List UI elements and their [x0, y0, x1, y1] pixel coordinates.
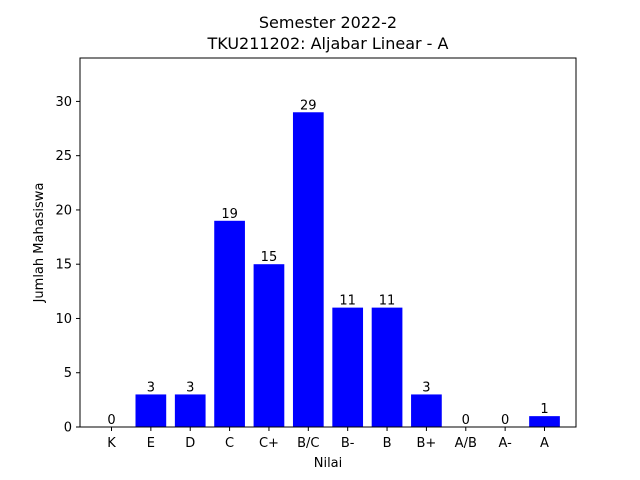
y-tick-label: 10: [55, 312, 72, 327]
bar: [135, 394, 167, 427]
x-tick-label: E: [147, 436, 155, 451]
bar-value-label: 0: [107, 413, 115, 428]
x-tick-label: B/C: [297, 436, 319, 451]
bar: [214, 220, 245, 427]
y-tick-label: 25: [55, 149, 72, 164]
bar-value-label: 11: [379, 294, 396, 309]
x-tick-label: B-: [341, 436, 355, 451]
bar-value-label: 11: [339, 294, 356, 309]
bar-value-label: 0: [501, 413, 509, 428]
y-tick-label: 20: [55, 203, 72, 218]
bar-value-label: 15: [261, 250, 278, 265]
x-tick-label: K: [107, 436, 116, 451]
x-tick-label: B: [383, 436, 392, 451]
bar: [292, 112, 324, 427]
chart-subtitle: TKU211202: Aljabar Linear - A: [207, 34, 449, 53]
bar-value-label: 19: [221, 207, 238, 222]
bar: [174, 394, 206, 427]
bar: [253, 264, 285, 427]
plot-area: 0 K 3 E 3 D 19 C 15 C+ 29 B/C 11 B- 11 B 3 B+ 0 A/B 0 A- 1 A 0 5 1…: [55, 57, 577, 451]
bar: [332, 307, 364, 427]
bar: [529, 416, 560, 427]
bar-value-label: 0: [462, 413, 470, 428]
x-tick-label: C+: [259, 436, 279, 451]
bar-value-label: 3: [422, 380, 430, 395]
bar: [371, 307, 403, 427]
plot-frame: [79, 57, 577, 428]
x-tick-label: D: [185, 436, 195, 451]
x-tick-label: A/B: [455, 436, 477, 451]
y-tick-label: 0: [64, 421, 72, 436]
x-axis-label: Nilai: [314, 456, 343, 471]
y-tick-label: 5: [64, 366, 72, 381]
y-tick-label: 30: [55, 95, 72, 110]
bar: [411, 394, 442, 427]
bar-value-label: 3: [147, 380, 155, 395]
bar-value-label: 29: [300, 98, 317, 113]
bar-value-label: 1: [540, 402, 548, 417]
x-tick-label: A-: [498, 436, 512, 451]
x-tick-label: B+: [417, 436, 437, 451]
x-tick-label: C: [225, 436, 234, 451]
bar-value-label: 3: [186, 380, 194, 395]
chart-title: Semester 2022-2: [259, 13, 397, 32]
x-tick-label: A: [540, 436, 549, 451]
y-tick-label: 15: [55, 258, 72, 273]
y-axis-label: Jumlah Mahasiswa: [32, 183, 47, 304]
